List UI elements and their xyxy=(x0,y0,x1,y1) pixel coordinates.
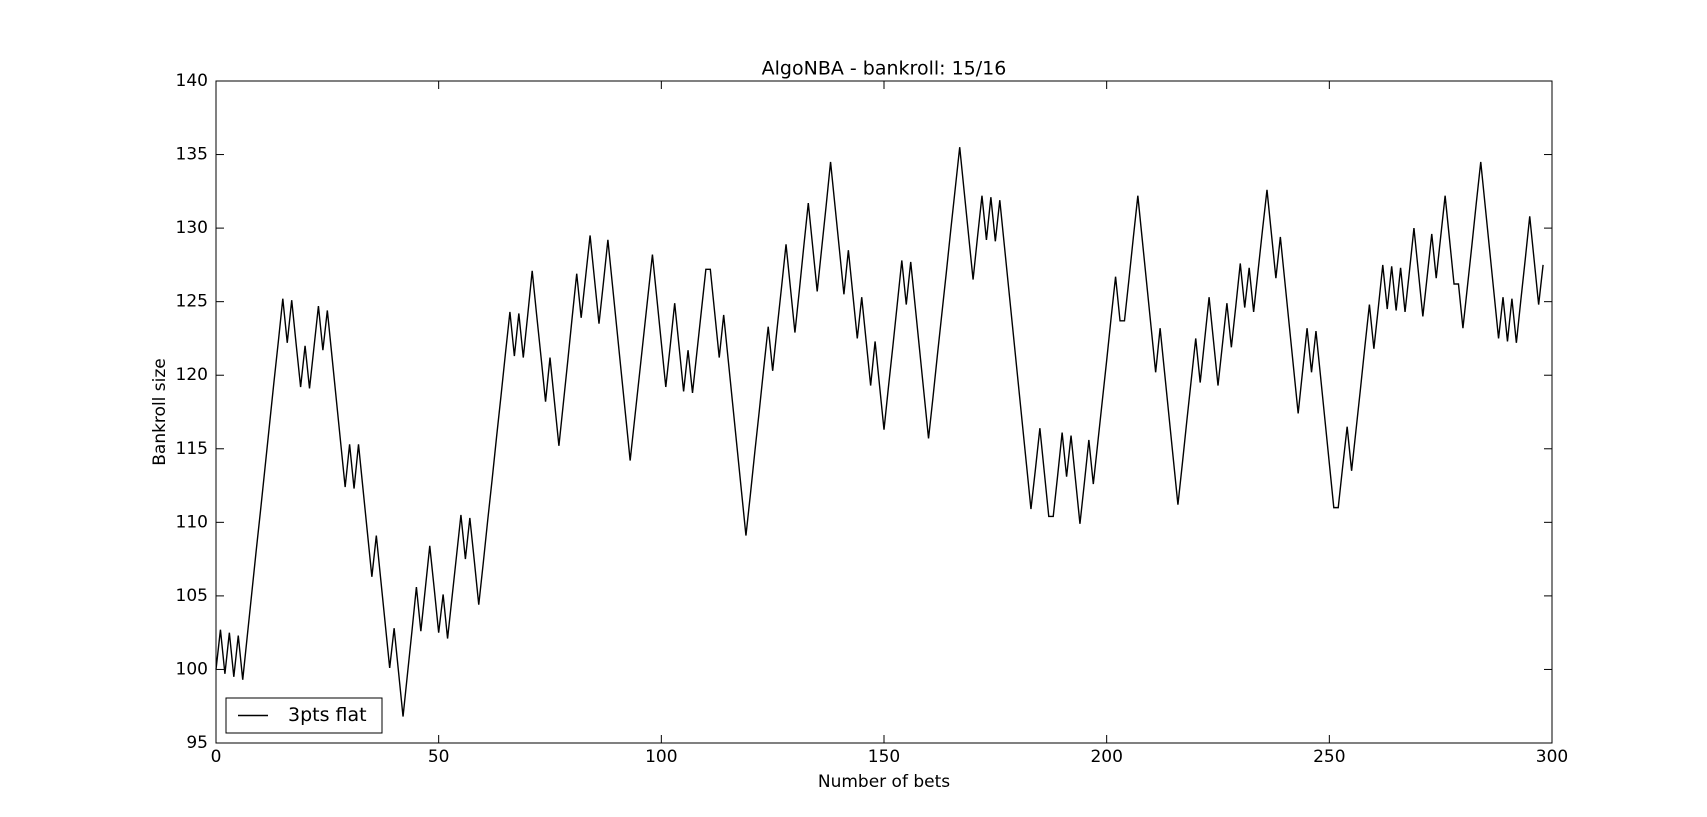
data-line xyxy=(215,147,1544,717)
chart-title: AlgoNBA - bankroll: 15/16 xyxy=(762,58,1007,80)
legend-label: 3pts flat xyxy=(288,704,367,726)
y-tick-label: 115 xyxy=(176,439,208,459)
y-tick-label: 130 xyxy=(176,218,208,238)
y-tick-label: 110 xyxy=(176,512,208,532)
x-axis-label: Number of bets xyxy=(818,772,950,792)
y-axis-label: Bankroll size xyxy=(150,358,170,466)
x-tick-label: 50 xyxy=(428,747,450,767)
x-tick-label: 300 xyxy=(1536,747,1568,767)
x-tick-label: 0 xyxy=(211,747,222,767)
x-tick-label: 200 xyxy=(1090,747,1122,767)
x-tick-label: 150 xyxy=(868,747,900,767)
y-tick-label: 100 xyxy=(176,659,208,679)
y-tick-label: 125 xyxy=(176,292,208,312)
y-tick-label: 120 xyxy=(176,365,208,385)
x-tick-label: 100 xyxy=(645,747,677,767)
y-tick-label: 95 xyxy=(186,733,208,753)
plot-frame xyxy=(215,80,1553,744)
y-tick-label: 135 xyxy=(176,145,208,165)
x-tick-label: 250 xyxy=(1313,747,1345,767)
y-tick-label: 140 xyxy=(176,71,208,91)
y-tick-label: 105 xyxy=(176,586,208,606)
